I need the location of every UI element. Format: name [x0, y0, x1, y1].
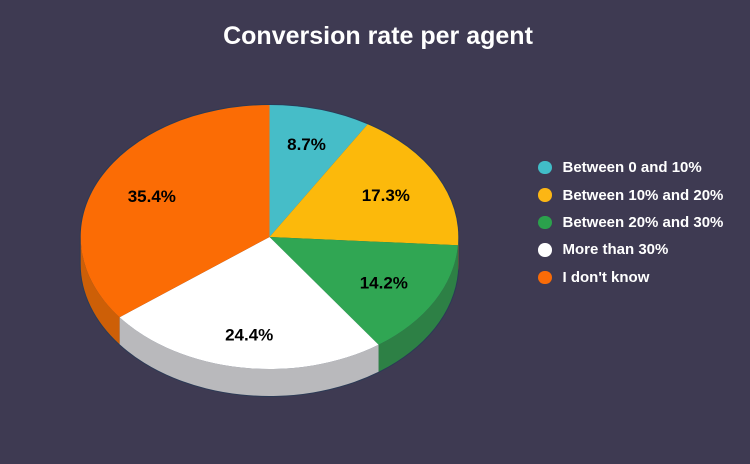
svg-text:8.7%: 8.7% — [287, 135, 326, 154]
svg-text:35.4%: 35.4% — [128, 187, 176, 206]
svg-text:14.2%: 14.2% — [360, 274, 408, 293]
svg-text:17.3%: 17.3% — [362, 186, 410, 205]
svg-text:24.4%: 24.4% — [225, 326, 273, 345]
